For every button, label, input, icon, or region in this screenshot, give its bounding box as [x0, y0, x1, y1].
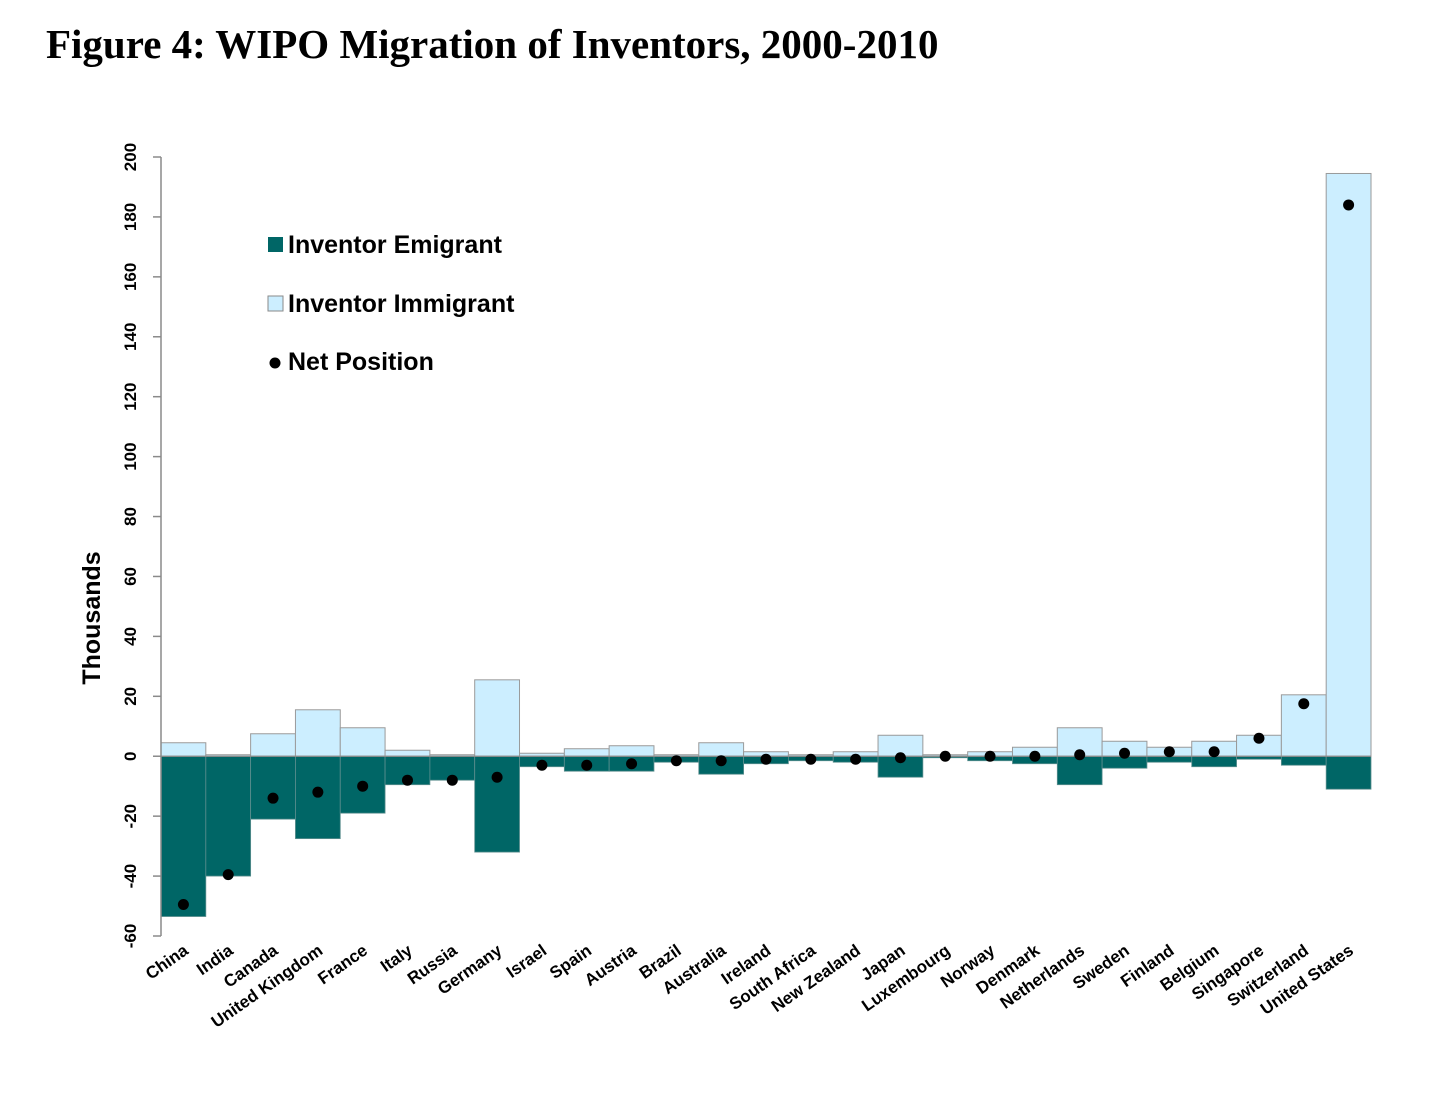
net-position-point: [670, 755, 682, 767]
legend-label-immigrant: Inventor Immigrant: [288, 290, 515, 318]
legend-label-net: Net Position: [288, 348, 434, 376]
net-position-point: [1298, 698, 1310, 710]
net-position-point: [312, 786, 324, 798]
legend-marker-net: [269, 357, 281, 369]
emigrant-bar: [474, 755, 520, 853]
y-tick-label: -20: [121, 804, 140, 829]
net-position-point: [715, 755, 727, 767]
emigrant-bar: [1280, 755, 1327, 766]
y-tick-label: 180: [121, 203, 140, 231]
net-position-points: [177, 199, 1355, 911]
net-position-point: [536, 759, 548, 771]
net-position-point: [1119, 747, 1131, 759]
immigrant-bar: [698, 742, 745, 757]
immigrant-bar: [294, 709, 341, 757]
net-position-point: [1163, 746, 1175, 758]
net-position-point: [401, 774, 413, 786]
y-tick-label: 200: [121, 143, 140, 171]
net-position-point: [626, 758, 638, 770]
net-position-point: [1343, 199, 1355, 211]
immigrant-bar: [250, 733, 296, 757]
net-position-point: [222, 869, 234, 881]
y-tick-label: 160: [121, 263, 140, 291]
net-position-point: [939, 750, 951, 762]
net-position-point: [267, 792, 279, 804]
y-tick-label: 120: [121, 383, 140, 411]
y-tick-label: -40: [121, 864, 140, 889]
category-label: Austria: [581, 940, 640, 989]
immigrant-bar: [160, 742, 207, 757]
legend-swatch-emigrant: [268, 237, 283, 252]
net-position-point: [446, 774, 458, 786]
immigrant-bar: [474, 679, 521, 757]
net-position-point: [1253, 732, 1265, 744]
category-label: China: [142, 940, 192, 983]
immigrant-bar: [384, 749, 431, 757]
y-tick-label: -60: [121, 924, 140, 949]
category-label: France: [314, 941, 371, 989]
y-axis-title: Thousands: [78, 551, 106, 684]
net-position-point: [805, 753, 817, 765]
emigrant-bar: [250, 755, 296, 820]
emigrant-bar: [1325, 755, 1372, 790]
immigrant-bar: [1325, 172, 1372, 757]
emigrant-bar: [160, 755, 207, 917]
emigrant-bar: [205, 755, 252, 877]
net-position-point: [984, 750, 996, 762]
immigrant-bar: [608, 745, 655, 757]
net-position-point: [491, 771, 503, 783]
immigrant-bar: [339, 727, 386, 757]
y-tick-label: 20: [121, 687, 140, 706]
legend-label-emigrant: Inventor Emigrant: [288, 231, 503, 259]
net-position-point: [1074, 749, 1086, 761]
legend-swatch-immigrant: [267, 295, 284, 312]
y-axis: -60 -40 -20 0 20 40 60 80 100 120 140 160 180 200: [121, 143, 162, 949]
immigrant-bars: [160, 172, 1372, 757]
net-position-point: [760, 753, 772, 765]
net-position-point: [1208, 746, 1220, 758]
y-tick-label: 0: [121, 751, 140, 760]
emigrant-bar: [1056, 755, 1103, 786]
emigrant-bars: [160, 755, 1372, 917]
net-position-point: [581, 759, 593, 771]
legend: Inventor Emigrant Inventor Immigrant Net…: [267, 231, 515, 376]
net-position-point: [1029, 750, 1041, 762]
y-tick-label: 40: [121, 627, 140, 646]
y-tick-label: 140: [121, 323, 140, 351]
y-tick-label: 80: [121, 507, 140, 526]
immigrant-bar: [563, 748, 610, 757]
net-position-point: [894, 752, 906, 764]
net-position-point: [850, 753, 862, 765]
net-position-point: [177, 899, 189, 911]
net-position-point: [357, 780, 369, 792]
y-tick-label: 100: [121, 442, 140, 470]
figure-title: Figure 4: WIPO Migration of Inventors, 2…: [46, 21, 939, 67]
emigrant-bar: [1191, 755, 1237, 768]
y-tick-label: 60: [121, 567, 140, 586]
category-label: Israel: [503, 941, 550, 982]
